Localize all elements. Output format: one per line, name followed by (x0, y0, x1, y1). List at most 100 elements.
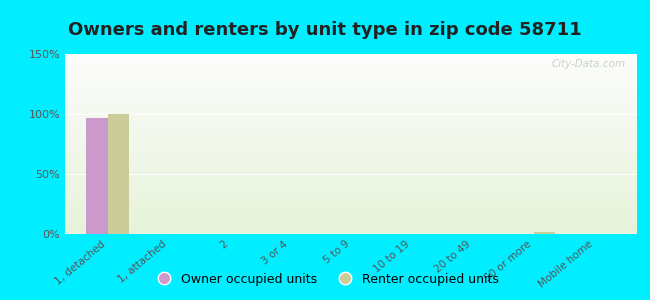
Bar (65, 157, 637, 158)
Bar (65, 230, 637, 232)
Bar (65, 108, 637, 110)
Bar (65, 191, 637, 193)
Bar (65, 119, 637, 121)
Bar (65, 81, 637, 83)
Bar (65, 151, 637, 153)
Bar (65, 167, 637, 169)
Bar (534, 232, 555, 234)
Bar (65, 212, 637, 214)
Bar (65, 90, 637, 92)
Bar (65, 160, 637, 162)
Bar (65, 110, 637, 112)
Bar (65, 207, 637, 209)
Bar (65, 229, 637, 230)
Bar (65, 148, 637, 149)
Bar (65, 166, 637, 167)
Bar (65, 85, 637, 86)
Bar (65, 211, 637, 212)
Bar (65, 122, 637, 124)
Bar (65, 144, 637, 146)
Bar (65, 142, 637, 144)
Bar (65, 153, 637, 155)
Legend: Owner occupied units, Renter occupied units: Owner occupied units, Renter occupied un… (146, 268, 504, 291)
Bar (65, 198, 637, 200)
Bar (65, 158, 637, 160)
Bar (65, 182, 637, 184)
Bar (65, 171, 637, 173)
Bar (86, 118, 108, 234)
Bar (65, 126, 637, 128)
Bar (65, 149, 637, 151)
Bar (65, 187, 637, 189)
Bar (65, 194, 637, 196)
Bar (65, 63, 637, 65)
Bar (65, 79, 637, 81)
Bar (65, 162, 637, 164)
Bar (65, 164, 637, 166)
Bar (65, 205, 637, 207)
Bar (65, 214, 637, 216)
Bar (65, 225, 637, 227)
Bar (65, 101, 637, 103)
Bar (65, 72, 637, 74)
Bar (65, 128, 637, 130)
Bar (65, 221, 637, 223)
Bar (65, 113, 637, 115)
Bar (65, 106, 637, 108)
Bar (65, 130, 637, 131)
Text: Owners and renters by unit type in zip code 58711: Owners and renters by unit type in zip c… (68, 21, 582, 39)
Bar (65, 227, 637, 229)
Bar (65, 97, 637, 99)
Bar (65, 99, 637, 101)
Bar (65, 135, 637, 137)
Bar (65, 218, 637, 220)
Bar (65, 176, 637, 178)
Bar (65, 232, 637, 234)
Bar (65, 95, 637, 97)
Bar (65, 88, 637, 90)
Bar (65, 61, 637, 63)
Bar (65, 104, 637, 106)
Bar (65, 202, 637, 203)
Bar (65, 76, 637, 77)
Bar (65, 185, 637, 187)
Bar (65, 77, 637, 79)
Bar (65, 65, 637, 67)
Bar (65, 86, 637, 88)
Bar (65, 92, 637, 94)
Bar (65, 173, 637, 175)
Bar (65, 70, 637, 72)
Bar (65, 67, 637, 68)
Bar (65, 124, 637, 126)
Bar (65, 203, 637, 205)
Bar (65, 56, 637, 58)
Bar (65, 83, 637, 85)
Bar (65, 121, 637, 122)
Bar (65, 115, 637, 117)
Bar (65, 133, 637, 135)
Bar (65, 117, 637, 119)
Bar (65, 200, 637, 202)
Bar (65, 94, 637, 95)
Bar (65, 58, 637, 59)
Bar (65, 216, 637, 218)
Bar (65, 54, 637, 56)
Bar (65, 220, 637, 221)
Bar (65, 184, 637, 185)
Bar (65, 68, 637, 70)
Bar (108, 114, 129, 234)
Bar (65, 139, 637, 140)
Bar (65, 74, 637, 76)
Bar (65, 196, 637, 198)
Bar (65, 140, 637, 142)
Bar (65, 146, 637, 148)
Text: City-Data.com: City-Data.com (551, 59, 625, 69)
Bar (65, 59, 637, 61)
Bar (65, 180, 637, 182)
Bar (65, 155, 637, 157)
Bar (65, 131, 637, 133)
Bar (65, 223, 637, 225)
Bar (65, 178, 637, 180)
Bar (65, 175, 637, 176)
Bar (65, 103, 637, 104)
